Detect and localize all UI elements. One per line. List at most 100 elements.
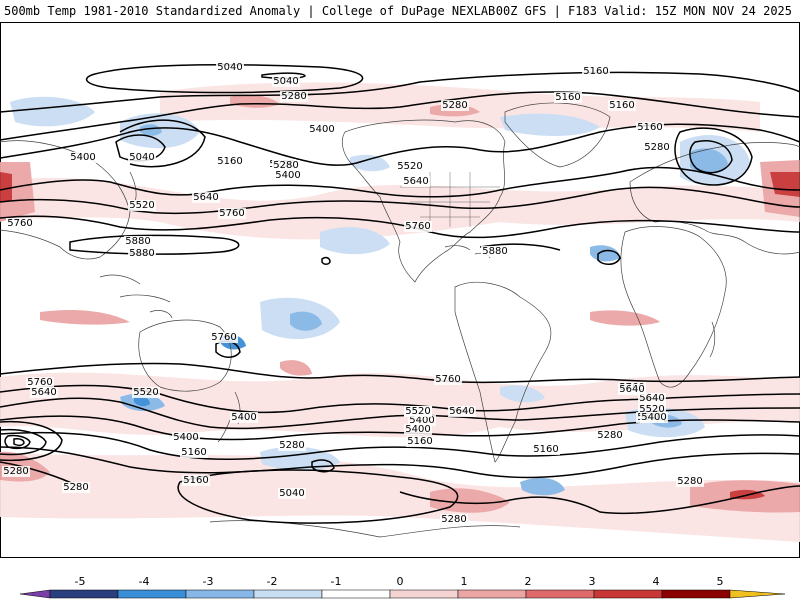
contour-label: 5400	[231, 412, 256, 423]
contour-label-bg	[676, 476, 704, 487]
contour-label-bg	[210, 332, 238, 343]
contour-label: 5280	[442, 100, 467, 111]
contour-label: 5280	[441, 514, 466, 525]
contour-label-bg	[396, 161, 424, 172]
contour-label: 5280	[63, 482, 88, 493]
contour-label-bg	[128, 200, 156, 211]
contour-label: 5280	[273, 160, 298, 171]
colorbar-segment	[593, 589, 663, 599]
map-title: 500mb Temp 1981-2010 Standardized Anomal…	[4, 4, 496, 18]
colorbar-tick-label: 3	[589, 575, 596, 588]
colorbar-tick-label: 0	[397, 575, 404, 588]
contour-label: 5400	[405, 424, 430, 435]
contour-label: 5040	[279, 488, 304, 499]
contour-label: 5520	[133, 387, 158, 398]
anomaly-shading	[0, 82, 800, 542]
contour-label-bg	[230, 412, 258, 423]
contour-label-bg	[404, 221, 432, 232]
contour-label-bg	[182, 475, 210, 486]
contour-label-bg	[30, 387, 58, 398]
contour-label-bg	[192, 192, 220, 203]
colorbar-segment	[185, 589, 255, 599]
contour-label: 5880	[125, 236, 150, 247]
contour-label: 5880	[129, 248, 154, 259]
contour-label: 5640	[639, 393, 664, 404]
contour-label-bg	[69, 152, 97, 163]
contour-label: 5280	[279, 440, 304, 451]
contour-label-bg	[278, 488, 306, 499]
contour-label-bg	[172, 432, 200, 443]
contour-label: 5040	[217, 62, 242, 73]
contour-label-bg	[272, 76, 300, 87]
contour-label: 5280	[644, 142, 669, 153]
contour-label-bg	[26, 377, 54, 388]
contour-label-bg	[402, 176, 430, 187]
contour-label-bg	[216, 156, 244, 167]
contour-label-bg	[408, 415, 436, 426]
contour-label: 5400	[309, 124, 334, 135]
colorbar-tick-label: -3	[203, 575, 214, 588]
contour-label: 5640	[193, 192, 218, 203]
contour-label: 5280	[677, 476, 702, 487]
colorbar-tick-label: -2	[267, 575, 278, 588]
colorbar-tick-label: 4	[653, 575, 660, 588]
contour-label-bg	[434, 374, 462, 385]
colorbar: -5 -4 -3 -2 -1 0 1 2 3 4 5	[19, 575, 786, 599]
contour-label: 5760	[405, 221, 430, 232]
contour-label-bg	[440, 514, 468, 525]
contour-label-bg	[596, 430, 624, 441]
contour-label-bg	[272, 160, 300, 171]
colorbar-tick-label: 5	[717, 575, 724, 588]
contour-label-bg	[124, 236, 152, 247]
contour-label: 5160	[181, 447, 206, 458]
contour-label: 5040	[129, 152, 154, 163]
contour-label-bg	[2, 466, 30, 477]
contour-label-bg	[128, 152, 156, 163]
contour-label: 5160	[609, 100, 634, 111]
colorbar-tick-label: 2	[525, 575, 532, 588]
colorbar-segment	[117, 589, 187, 599]
contour-label: 5400	[275, 170, 300, 181]
contour-label: 5160	[183, 475, 208, 486]
colorbar-tick-label: -5	[75, 575, 86, 588]
contour-label: 5160	[637, 122, 662, 133]
colorbar-segment	[253, 589, 323, 599]
contour-label-bg	[218, 208, 246, 219]
contour-label-bg	[636, 122, 664, 133]
colorbar-segment	[49, 589, 119, 599]
anomaly-map: 5040504051605160516051605280528052805280…	[0, 22, 800, 558]
contour-label-bg	[406, 436, 434, 447]
contour-label: 5760	[435, 374, 460, 385]
contour-label: 5760	[219, 208, 244, 219]
colorbar-segment	[321, 589, 391, 599]
colorbar-min-arrow	[19, 589, 51, 599]
model-run-info: 00Z GFS | F183 Valid: 15Z MON NOV 24 202…	[495, 4, 792, 18]
contour-label: 5040	[273, 76, 298, 87]
contour-label-bg	[618, 384, 646, 395]
contour-label-bg	[62, 482, 90, 493]
contour-label-bg	[404, 406, 432, 417]
contour-label-bg	[582, 66, 610, 77]
contour-label-bg	[638, 393, 666, 404]
contour-label-bg	[638, 404, 666, 415]
colorbar-segment	[525, 589, 595, 599]
contour-label: 5400	[70, 152, 95, 163]
contour-label: 5160	[217, 156, 242, 167]
contour-label-bg	[643, 142, 671, 153]
contour-label-bg	[640, 412, 668, 423]
contour-label: 5400	[641, 412, 666, 423]
contour-label: 5160	[533, 444, 558, 455]
colorbar-tick-label: -1	[331, 575, 342, 588]
contour-label: 5520	[397, 161, 422, 172]
contour-label: 5160	[583, 66, 608, 77]
contour-label: 5760	[211, 332, 236, 343]
contour-label-bg	[180, 447, 208, 458]
colorbar-segments	[19, 589, 786, 599]
contour-label: 5160	[407, 436, 432, 447]
contour-label: 5640	[449, 406, 474, 417]
contour-label: 5280	[281, 91, 306, 102]
colorbar-tick-label: -4	[139, 575, 150, 588]
contour-label: 5520	[129, 200, 154, 211]
colorbar-tick-label: 1	[461, 575, 468, 588]
contour-label: 5640	[403, 176, 428, 187]
